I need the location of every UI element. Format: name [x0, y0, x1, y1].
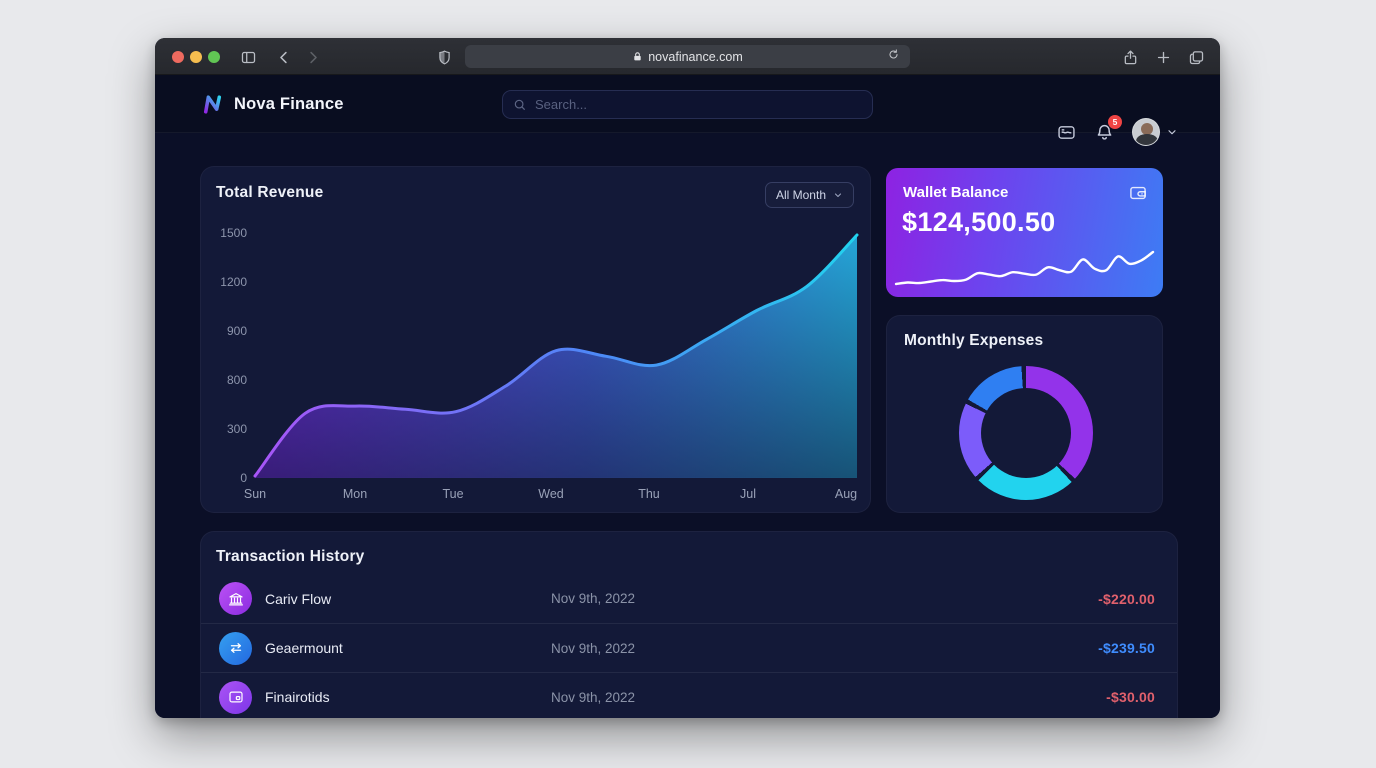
chevron-down-icon[interactable] — [1164, 120, 1180, 144]
app-header: Nova Finance 5 — [155, 75, 1220, 146]
bell-icon[interactable]: 5 — [1092, 115, 1122, 144]
transaction-amount: -$239.50 — [1098, 640, 1155, 656]
nova-logo-icon — [203, 94, 222, 114]
revenue-area-chart — [253, 233, 859, 478]
browser-chrome: novafinance.com — [155, 38, 1220, 75]
wallet-sparkline — [894, 250, 1155, 286]
revenue-area-fade — [255, 235, 857, 478]
search-icon — [514, 99, 526, 110]
back-button[interactable] — [273, 46, 295, 68]
transaction-row[interactable]: Finairotids Nov 9th, 2022 -$30.00 — [201, 672, 1177, 718]
total-revenue-card: Total Revenue All Month 1500 1200 900 80… — [200, 166, 871, 513]
user-avatar[interactable] — [1132, 118, 1160, 146]
reload-button[interactable] — [887, 48, 903, 64]
brand-name: Nova Finance — [234, 94, 344, 113]
address-bar[interactable]: novafinance.com — [465, 45, 910, 68]
notification-badge: 5 — [1108, 115, 1122, 129]
chevron-down-icon — [834, 193, 842, 197]
zoom-window-button[interactable] — [208, 51, 220, 63]
search-input[interactable] — [535, 97, 862, 112]
transaction-list: Cariv Flow Nov 9th, 2022 -$220.00 Geaerm… — [201, 574, 1177, 718]
forward-button[interactable] — [301, 46, 323, 68]
transaction-date: Nov 9th, 2022 — [551, 640, 636, 656]
transaction-name: Cariv Flow — [265, 590, 332, 607]
wallet-balance-card[interactable]: Wallet Balance $124,500.50 — [886, 168, 1163, 297]
wallet-icon — [219, 680, 252, 714]
close-window-button[interactable] — [172, 51, 184, 63]
transaction-name: Finairotids — [265, 689, 330, 705]
minimize-window-button[interactable] — [190, 51, 202, 63]
browser-window: novafinance.com — [155, 38, 1220, 718]
transaction-date: Nov 9th, 2022 — [551, 591, 636, 606]
transaction-amount: -$30.00 — [1106, 689, 1155, 705]
tab-overview-icon[interactable] — [1185, 46, 1207, 68]
expenses-title: Monthly Expenses — [904, 332, 1044, 349]
wallet-sparkline-path — [894, 250, 1155, 286]
search-box[interactable] — [502, 90, 873, 119]
share-icon[interactable] — [1119, 46, 1141, 68]
bank-icon — [219, 582, 252, 615]
transaction-row[interactable]: Cariv Flow Nov 9th, 2022 -$220.00 — [201, 574, 1177, 623]
url-text: novafinance.com — [648, 49, 743, 64]
expenses-donut[interactable] — [959, 366, 1093, 500]
wallet-amount: $124,500.50 — [902, 207, 1056, 237]
privacy-shield-icon[interactable] — [433, 46, 455, 68]
lock-icon — [634, 52, 641, 61]
brand[interactable]: Nova Finance — [200, 75, 344, 133]
sidebar-toggle-icon[interactable] — [237, 46, 259, 68]
transaction-row[interactable]: Geaermount Nov 9th, 2022 -$239.50 — [201, 623, 1177, 672]
transaction-name: Geaermount — [265, 640, 343, 656]
transaction-history-card: Transaction History Cariv Flow Nov 9th, … — [200, 531, 1178, 718]
y-axis-ticks: 1500 1200 900 800 300 0 — [220, 226, 247, 485]
card-icon[interactable] — [1054, 120, 1078, 144]
transaction-date: Nov 9th, 2022 — [551, 689, 636, 705]
transfer-icon — [219, 631, 252, 665]
revenue-line — [253, 233, 859, 478]
new-tab-button[interactable] — [1152, 46, 1174, 68]
revenue-title: Total Revenue — [216, 184, 324, 201]
transaction-amount: -$220.00 — [1098, 590, 1155, 607]
wallet-icon — [1128, 183, 1148, 203]
transactions-title: Transaction History — [216, 548, 365, 565]
monthly-expenses-card: Monthly Expenses — [886, 315, 1163, 513]
donut-hole — [981, 388, 1071, 478]
wallet-title: Wallet Balance — [903, 184, 1009, 201]
month-filter-dropdown[interactable]: All Month — [764, 182, 854, 208]
